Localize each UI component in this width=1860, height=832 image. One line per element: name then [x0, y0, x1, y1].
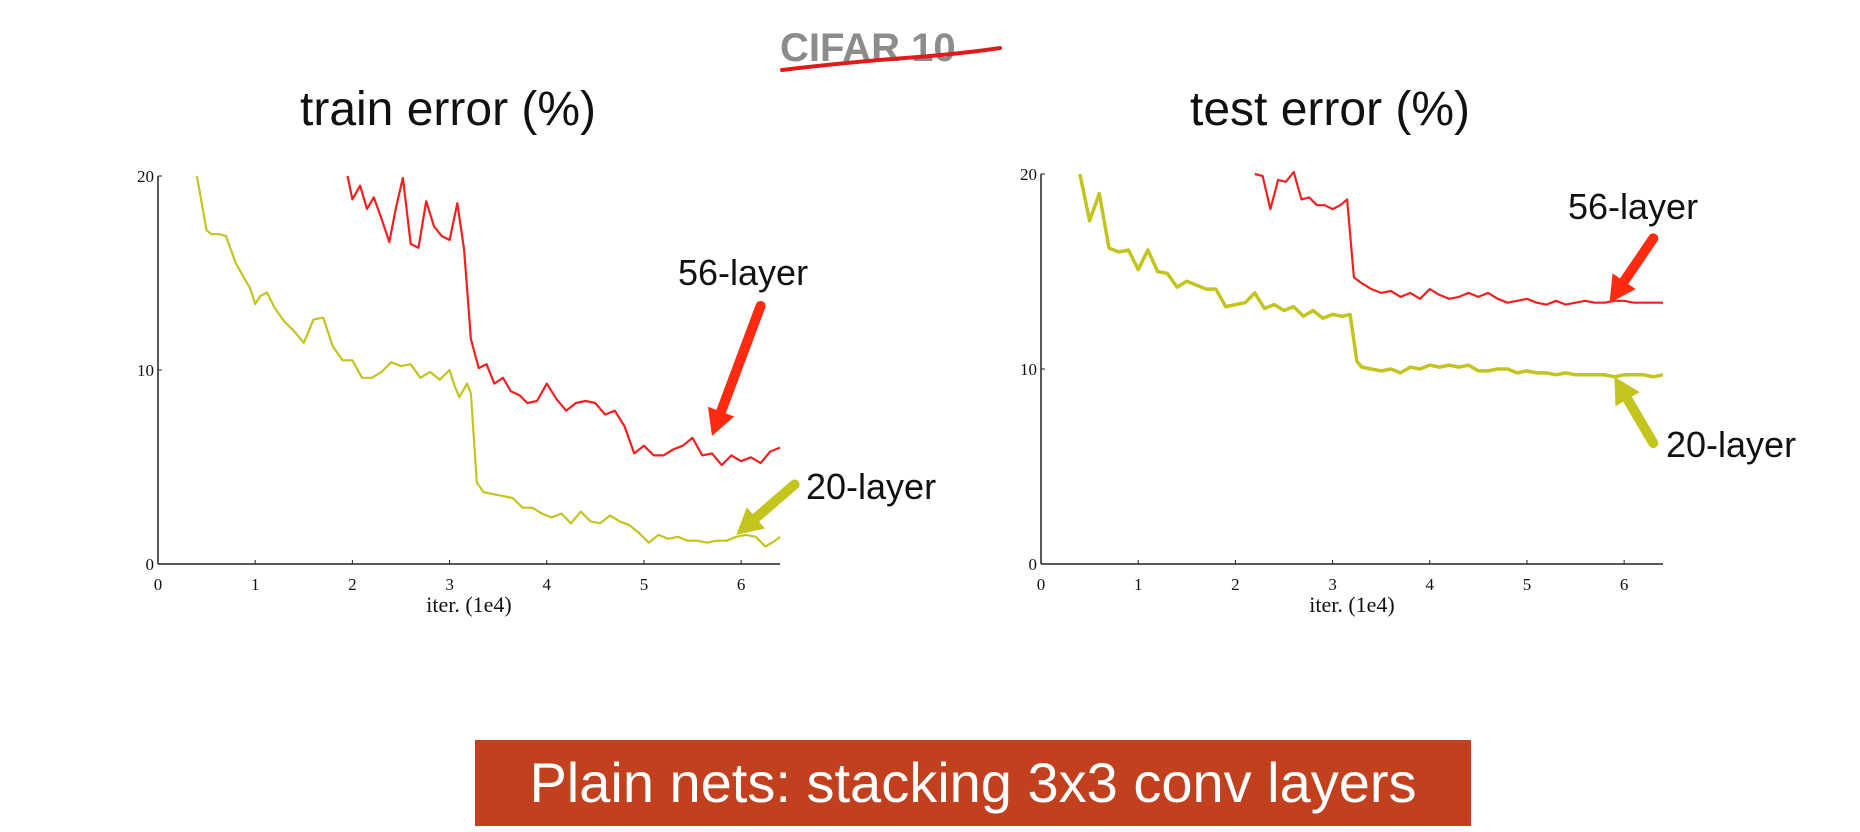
- arrow-shaft: [1622, 394, 1659, 449]
- train-series-20-layer-line: [195, 175, 781, 548]
- train-y-tick-label: 20: [137, 167, 154, 186]
- train-x-tick-label: 1: [251, 575, 260, 594]
- test-x-tick-label: 6: [1620, 575, 1629, 594]
- train-chart-title: train error (%): [300, 83, 597, 136]
- test-y-tick-label: 10: [1020, 360, 1037, 379]
- arrow-head: [707, 406, 735, 436]
- caption-banner: Plain nets: stacking 3x3 conv layers: [475, 740, 1471, 826]
- test-x-tick-label: 3: [1328, 575, 1337, 594]
- arrow-head: [1614, 376, 1640, 407]
- train-x-tick-label: 0: [154, 575, 163, 594]
- test-x-tick-label: 1: [1134, 575, 1143, 594]
- arrow-shaft: [1619, 233, 1659, 287]
- train-20-layer-label: 20-layer: [806, 466, 937, 507]
- train-error-chart: 0 1 2 3 4 5 6 0 10 20 iter. (1e4): [137, 167, 800, 617]
- train-y-tick-label: 10: [137, 361, 154, 380]
- arrow-head: [1609, 273, 1636, 303]
- train-x-tick-label: 4: [543, 575, 552, 594]
- test-arrow-56-layer: [1609, 233, 1659, 303]
- test-y-tick-label: 20: [1020, 165, 1037, 184]
- cifar10-header: CIFAR 10: [780, 26, 956, 70]
- arrow-shaft: [750, 479, 800, 523]
- train-x-tick-label: 3: [445, 575, 454, 594]
- train-arrow-20-layer: [736, 479, 800, 535]
- train-56-layer-label: 56-layer: [678, 252, 809, 293]
- test-error-chart: 0 1 2 3 4 5 6 0 10 20 iter. (1e4): [1020, 165, 1664, 617]
- train-x-tick-label: 2: [348, 575, 357, 594]
- train-series-56-layer-line: [346, 175, 781, 467]
- train-x-axis-label: iter. (1e4): [426, 592, 512, 617]
- arrow-head: [736, 507, 766, 535]
- test-x-tick-label: 0: [1037, 575, 1046, 594]
- test-axes: 0 1 2 3 4 5 6 0 10 20 iter. (1e4): [1020, 165, 1663, 617]
- train-arrow-56-layer: [707, 300, 766, 436]
- test-x-tick-label: 4: [1426, 575, 1435, 594]
- test-56-layer-label: 56-layer: [1568, 186, 1699, 227]
- test-series-56-layer-line: [1254, 170, 1663, 306]
- test-chart-title: test error (%): [1190, 83, 1471, 136]
- test-y-tick-label: 0: [1029, 555, 1038, 574]
- test-x-tick-label: 2: [1231, 575, 1240, 594]
- arrow-shaft: [716, 300, 766, 417]
- train-y-tick-label: 0: [146, 555, 155, 574]
- test-x-tick-label: 5: [1523, 575, 1532, 594]
- test-arrow-20-layer: [1614, 376, 1659, 449]
- train-axes: 0 1 2 3 4 5 6 0 10 20 iter. (1e4): [137, 167, 780, 617]
- test-x-axis-label: iter. (1e4): [1309, 592, 1395, 617]
- test-20-layer-label: 20-layer: [1666, 424, 1797, 465]
- train-x-tick-label: 6: [737, 575, 746, 594]
- test-series-20-layer-line: [1078, 173, 1664, 379]
- train-x-tick-label: 5: [640, 575, 649, 594]
